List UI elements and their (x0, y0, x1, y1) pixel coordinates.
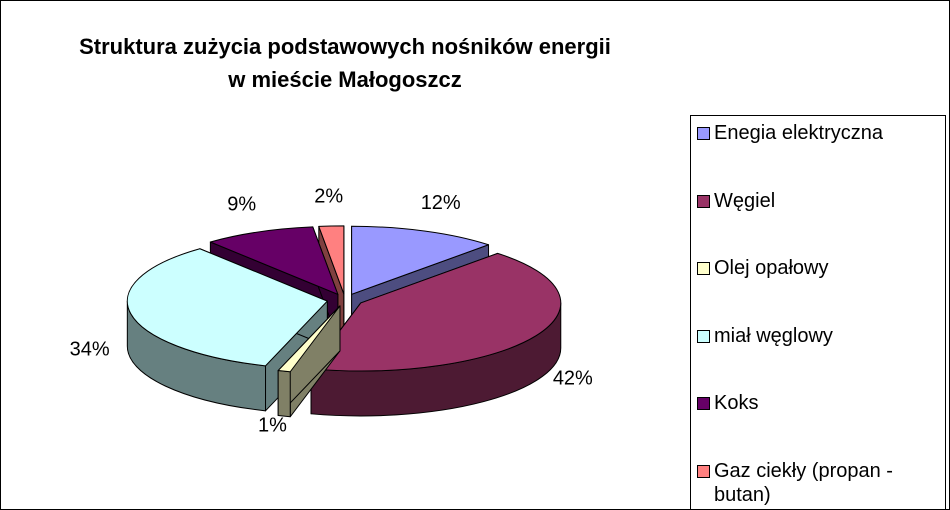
legend-item: miał węglowy (697, 324, 939, 392)
slice-top (318, 225, 345, 295)
legend-swatch (697, 262, 710, 275)
legend: Enegia elektryczna Węgiel Olej opałowy miał… (690, 115, 946, 510)
legend-label: Gaz ciekły (propan - butan) (714, 459, 893, 506)
data-label: 1% (258, 414, 287, 436)
data-label: 9% (227, 193, 256, 215)
legend-item: Olej opałowy (697, 256, 939, 324)
legend-label: miał węglowy (714, 324, 833, 347)
slice (310, 252, 562, 417)
data-label: 34% (70, 338, 110, 360)
legend-label: Koks (714, 392, 759, 414)
slice-top (351, 225, 490, 295)
plot: 12% 42% 1% 34% 9% 2% (70, 185, 593, 436)
data-label: 12% (421, 192, 461, 214)
slice-top (209, 226, 339, 295)
legend-swatch (697, 194, 710, 208)
legend-item: Węgiel (697, 189, 939, 257)
chart-title: Struktura zużycia podstawowych nośników … (79, 34, 611, 92)
slice-side (277, 370, 291, 418)
legend-label: Węgiel (714, 189, 776, 212)
slice-top (310, 252, 562, 372)
legend-swatch (697, 464, 710, 478)
legend-label: Olej opałowy (714, 257, 829, 279)
data-label: 2% (314, 185, 343, 207)
slice (277, 305, 341, 418)
legend-swatch (697, 127, 710, 140)
legend-label: Enegia elektryczna (714, 122, 883, 144)
legend-item: Enegia elektryczna (697, 121, 939, 189)
legend-swatch (697, 397, 710, 410)
legend-item: Gaz ciekły (propan - butan) (697, 459, 939, 510)
legend-item: Koks (697, 391, 939, 459)
legend-swatch (697, 329, 710, 343)
slice-top (277, 305, 341, 373)
data-label: 42% (553, 367, 593, 389)
slice-top (126, 248, 328, 367)
